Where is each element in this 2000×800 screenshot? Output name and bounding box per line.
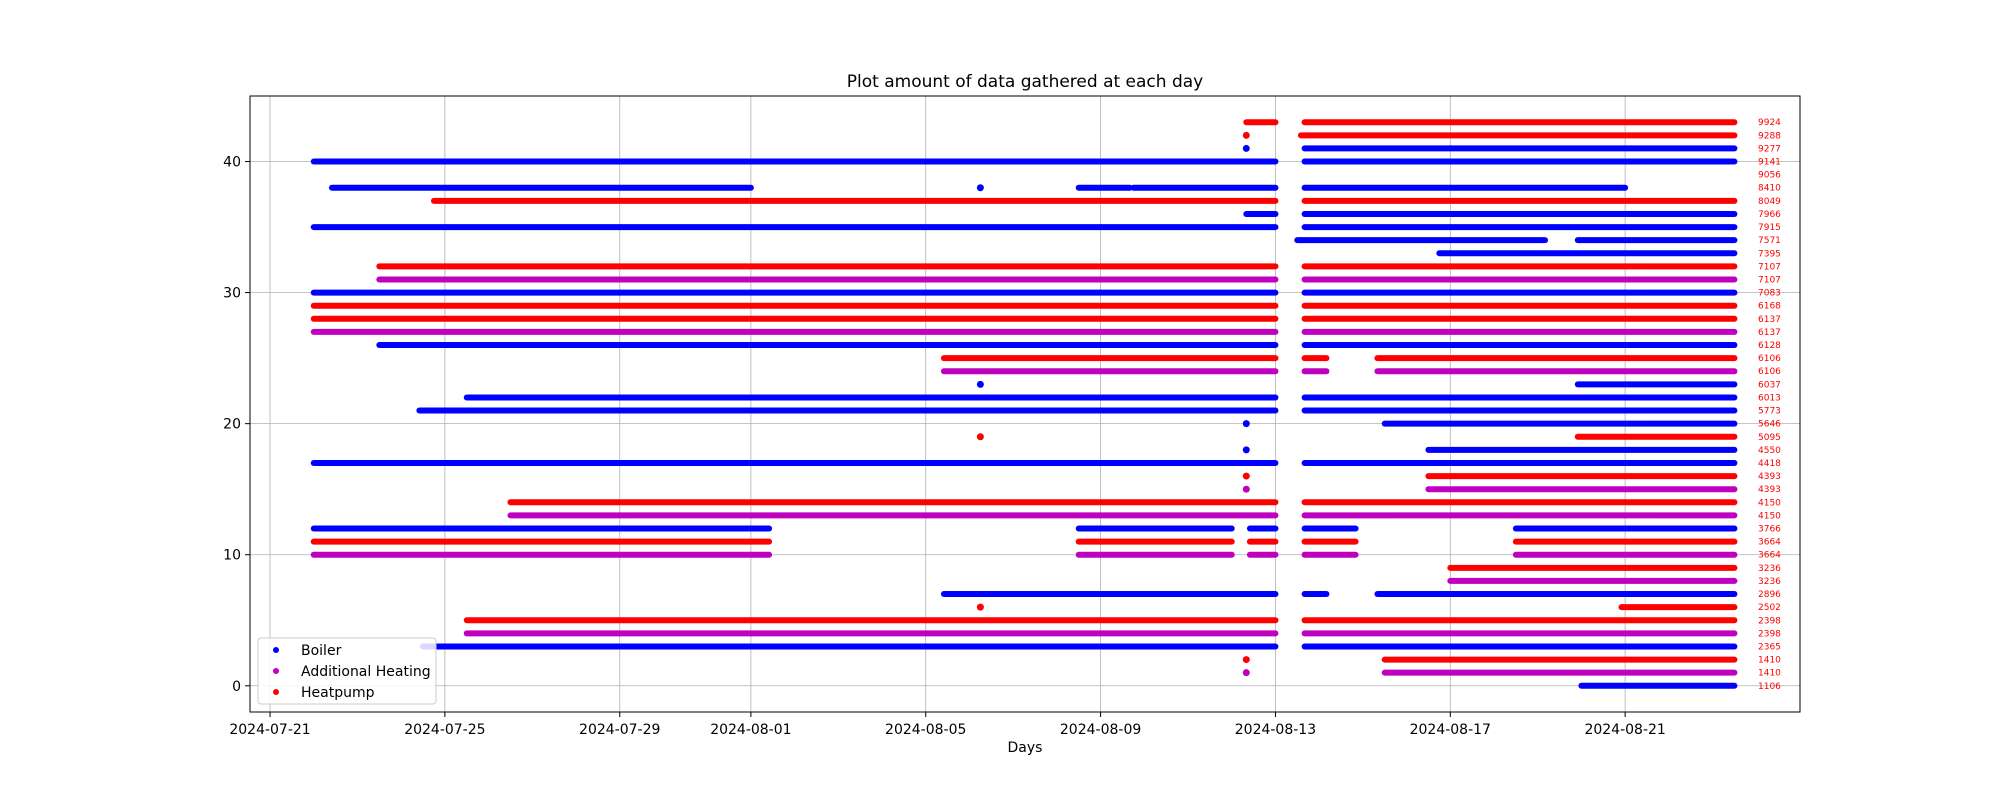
y-tick-label: 10 (223, 548, 241, 564)
chart-title: Plot amount of data gathered at each day (847, 72, 1203, 92)
data-point-heatpump (1242, 472, 1250, 480)
data-point-heatpump (976, 603, 984, 611)
data-layer (310, 119, 1738, 689)
row-count-label: 5095 (1758, 433, 1781, 443)
tick-layer: 2024-07-21 2024-07-25 2024-07-29 2024-08-01… (223, 155, 1666, 738)
row-count-label: 4418 (1758, 459, 1781, 469)
row-count-label: 4393 (1758, 485, 1781, 495)
row-count-label: 3236 (1758, 564, 1781, 574)
row-count-label: 2398 (1758, 616, 1781, 626)
x-tick-label: 2024-08-21 (1584, 722, 1665, 738)
row-count-label: 4550 (1758, 446, 1781, 456)
row-count-label: 6128 (1758, 341, 1781, 351)
legend-box (257, 637, 437, 705)
y-tick-label: 20 (223, 417, 241, 433)
row-count-label: 1106 (1758, 682, 1781, 692)
data-point-boiler (1242, 446, 1250, 454)
row-count-label: 7966 (1758, 210, 1781, 220)
row-count-label: 6013 (1758, 393, 1781, 403)
x-tick-label: 2024-08-05 (885, 722, 966, 738)
row-count-label: 4150 (1758, 498, 1781, 508)
row-count-label: 7915 (1758, 223, 1781, 233)
row-count-label: 2896 (1758, 590, 1781, 600)
row-count-label: 3766 (1758, 525, 1781, 535)
row-count-label: 4393 (1758, 472, 1781, 482)
row-count-label: 1410 (1758, 669, 1781, 679)
row-count-label: 5773 (1758, 407, 1781, 417)
legend-marker-boiler (273, 647, 279, 653)
data-point-boiler (976, 184, 984, 192)
data-point-boiler (1242, 144, 1250, 152)
data-point-boiler (1242, 420, 1250, 428)
x-tick-label: 2024-07-21 (229, 722, 310, 738)
row-count-label: 7107 (1758, 275, 1781, 285)
row-count-label: 5646 (1758, 420, 1781, 430)
row-count-label: 9277 (1758, 144, 1781, 154)
row-count-label: 6137 (1758, 315, 1781, 325)
row-count-label: 1410 (1758, 656, 1781, 666)
row-count-label: 3664 (1758, 551, 1781, 561)
row-count-label: 6168 (1758, 302, 1781, 312)
row-count-label: 8410 (1758, 184, 1781, 194)
data-point-additional-heating (1242, 485, 1250, 493)
data-point-boiler (976, 380, 984, 388)
row-count-label: 2365 (1758, 642, 1781, 652)
row-count-label: 7395 (1758, 249, 1781, 259)
x-tick-label: 2024-08-01 (710, 722, 791, 738)
y-tick-label: 0 (232, 679, 241, 695)
x-tick-label: 2024-07-25 (404, 722, 485, 738)
row-count-label: 9288 (1758, 131, 1781, 141)
row-count-label: 6106 (1758, 354, 1781, 364)
legend-marker-heatpump (273, 689, 279, 695)
x-tick-label: 2024-08-13 (1235, 722, 1316, 738)
data-point-heatpump (1242, 131, 1250, 139)
x-tick-label: 2024-08-17 (1410, 722, 1491, 738)
row-count-label: 3236 (1758, 577, 1781, 587)
y-tick-label: 40 (223, 155, 241, 171)
row-count-label: 6106 (1758, 367, 1781, 377)
x-axis-label: Days (1008, 740, 1043, 756)
data-point-additional-heating (1242, 669, 1250, 677)
y-tick-label: 30 (223, 286, 241, 302)
row-count-label: 6037 (1758, 380, 1781, 390)
row-count-label: 9924 (1758, 118, 1781, 128)
legend: Boiler Additional Heating Heatpump (257, 637, 437, 705)
x-tick-label: 2024-07-29 (579, 722, 660, 738)
row-count-label: 8049 (1758, 197, 1781, 207)
legend-label-boiler: Boiler (301, 643, 342, 659)
row-count-label: 7107 (1758, 262, 1781, 272)
row-count-label: 7083 (1758, 289, 1781, 299)
row-count-label: 9056 (1758, 171, 1781, 181)
row-count-label: 9141 (1758, 158, 1781, 168)
count-layer: 1106 1410 1410 2365 2398 2398 2502 2896 3236 3236… (1758, 118, 1781, 692)
row-count-label: 4150 (1758, 511, 1781, 521)
data-point-heatpump (976, 433, 984, 441)
legend-label-additional-heating: Additional Heating (301, 664, 431, 680)
row-count-label: 3664 (1758, 538, 1781, 548)
legend-marker-additional-heating (273, 668, 279, 674)
row-count-label: 2502 (1758, 603, 1781, 613)
data-point-heatpump (1242, 656, 1250, 664)
row-count-label: 6137 (1758, 328, 1781, 338)
x-tick-label: 2024-08-09 (1060, 722, 1141, 738)
plot-frame (249, 95, 1801, 713)
legend-label-heatpump: Heatpump (301, 685, 375, 701)
row-count-label: 2398 (1758, 629, 1781, 639)
row-count-label: 7571 (1758, 236, 1781, 246)
